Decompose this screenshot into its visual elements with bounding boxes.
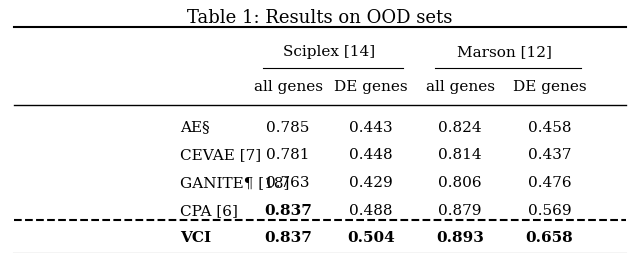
Text: Table 1: Results on OOD sets: Table 1: Results on OOD sets	[188, 9, 452, 27]
Text: DE genes: DE genes	[513, 80, 586, 94]
Text: 0.476: 0.476	[527, 175, 572, 189]
Text: CPA [6]: CPA [6]	[180, 203, 237, 217]
Text: 0.429: 0.429	[349, 175, 393, 189]
Text: 0.763: 0.763	[266, 175, 310, 189]
Text: 0.504: 0.504	[347, 231, 395, 245]
Text: 0.488: 0.488	[349, 203, 393, 217]
Text: DE genes: DE genes	[334, 80, 408, 94]
Text: 0.837: 0.837	[264, 203, 312, 217]
Text: Sciplex [14]: Sciplex [14]	[284, 45, 376, 59]
Text: 0.658: 0.658	[525, 231, 573, 245]
Text: 0.814: 0.814	[438, 148, 482, 162]
Text: 0.443: 0.443	[349, 120, 393, 134]
Text: GANITE¶ [18]: GANITE¶ [18]	[180, 175, 289, 189]
Text: 0.893: 0.893	[436, 231, 484, 245]
Text: all genes: all genes	[426, 80, 495, 94]
Text: 0.879: 0.879	[438, 203, 482, 217]
Text: 0.781: 0.781	[266, 148, 310, 162]
Text: 0.448: 0.448	[349, 148, 393, 162]
Text: 0.458: 0.458	[527, 120, 571, 134]
Text: 0.437: 0.437	[527, 148, 571, 162]
Text: all genes: all genes	[253, 80, 323, 94]
Text: AE§: AE§	[180, 120, 209, 134]
Text: 0.806: 0.806	[438, 175, 482, 189]
Text: 0.837: 0.837	[264, 231, 312, 245]
Text: VCI: VCI	[180, 231, 211, 245]
Text: 0.569: 0.569	[527, 203, 572, 217]
Text: 0.824: 0.824	[438, 120, 482, 134]
Text: 0.785: 0.785	[266, 120, 310, 134]
Text: CEVAE [7]: CEVAE [7]	[180, 148, 261, 162]
Text: Marson [12]: Marson [12]	[458, 45, 552, 59]
